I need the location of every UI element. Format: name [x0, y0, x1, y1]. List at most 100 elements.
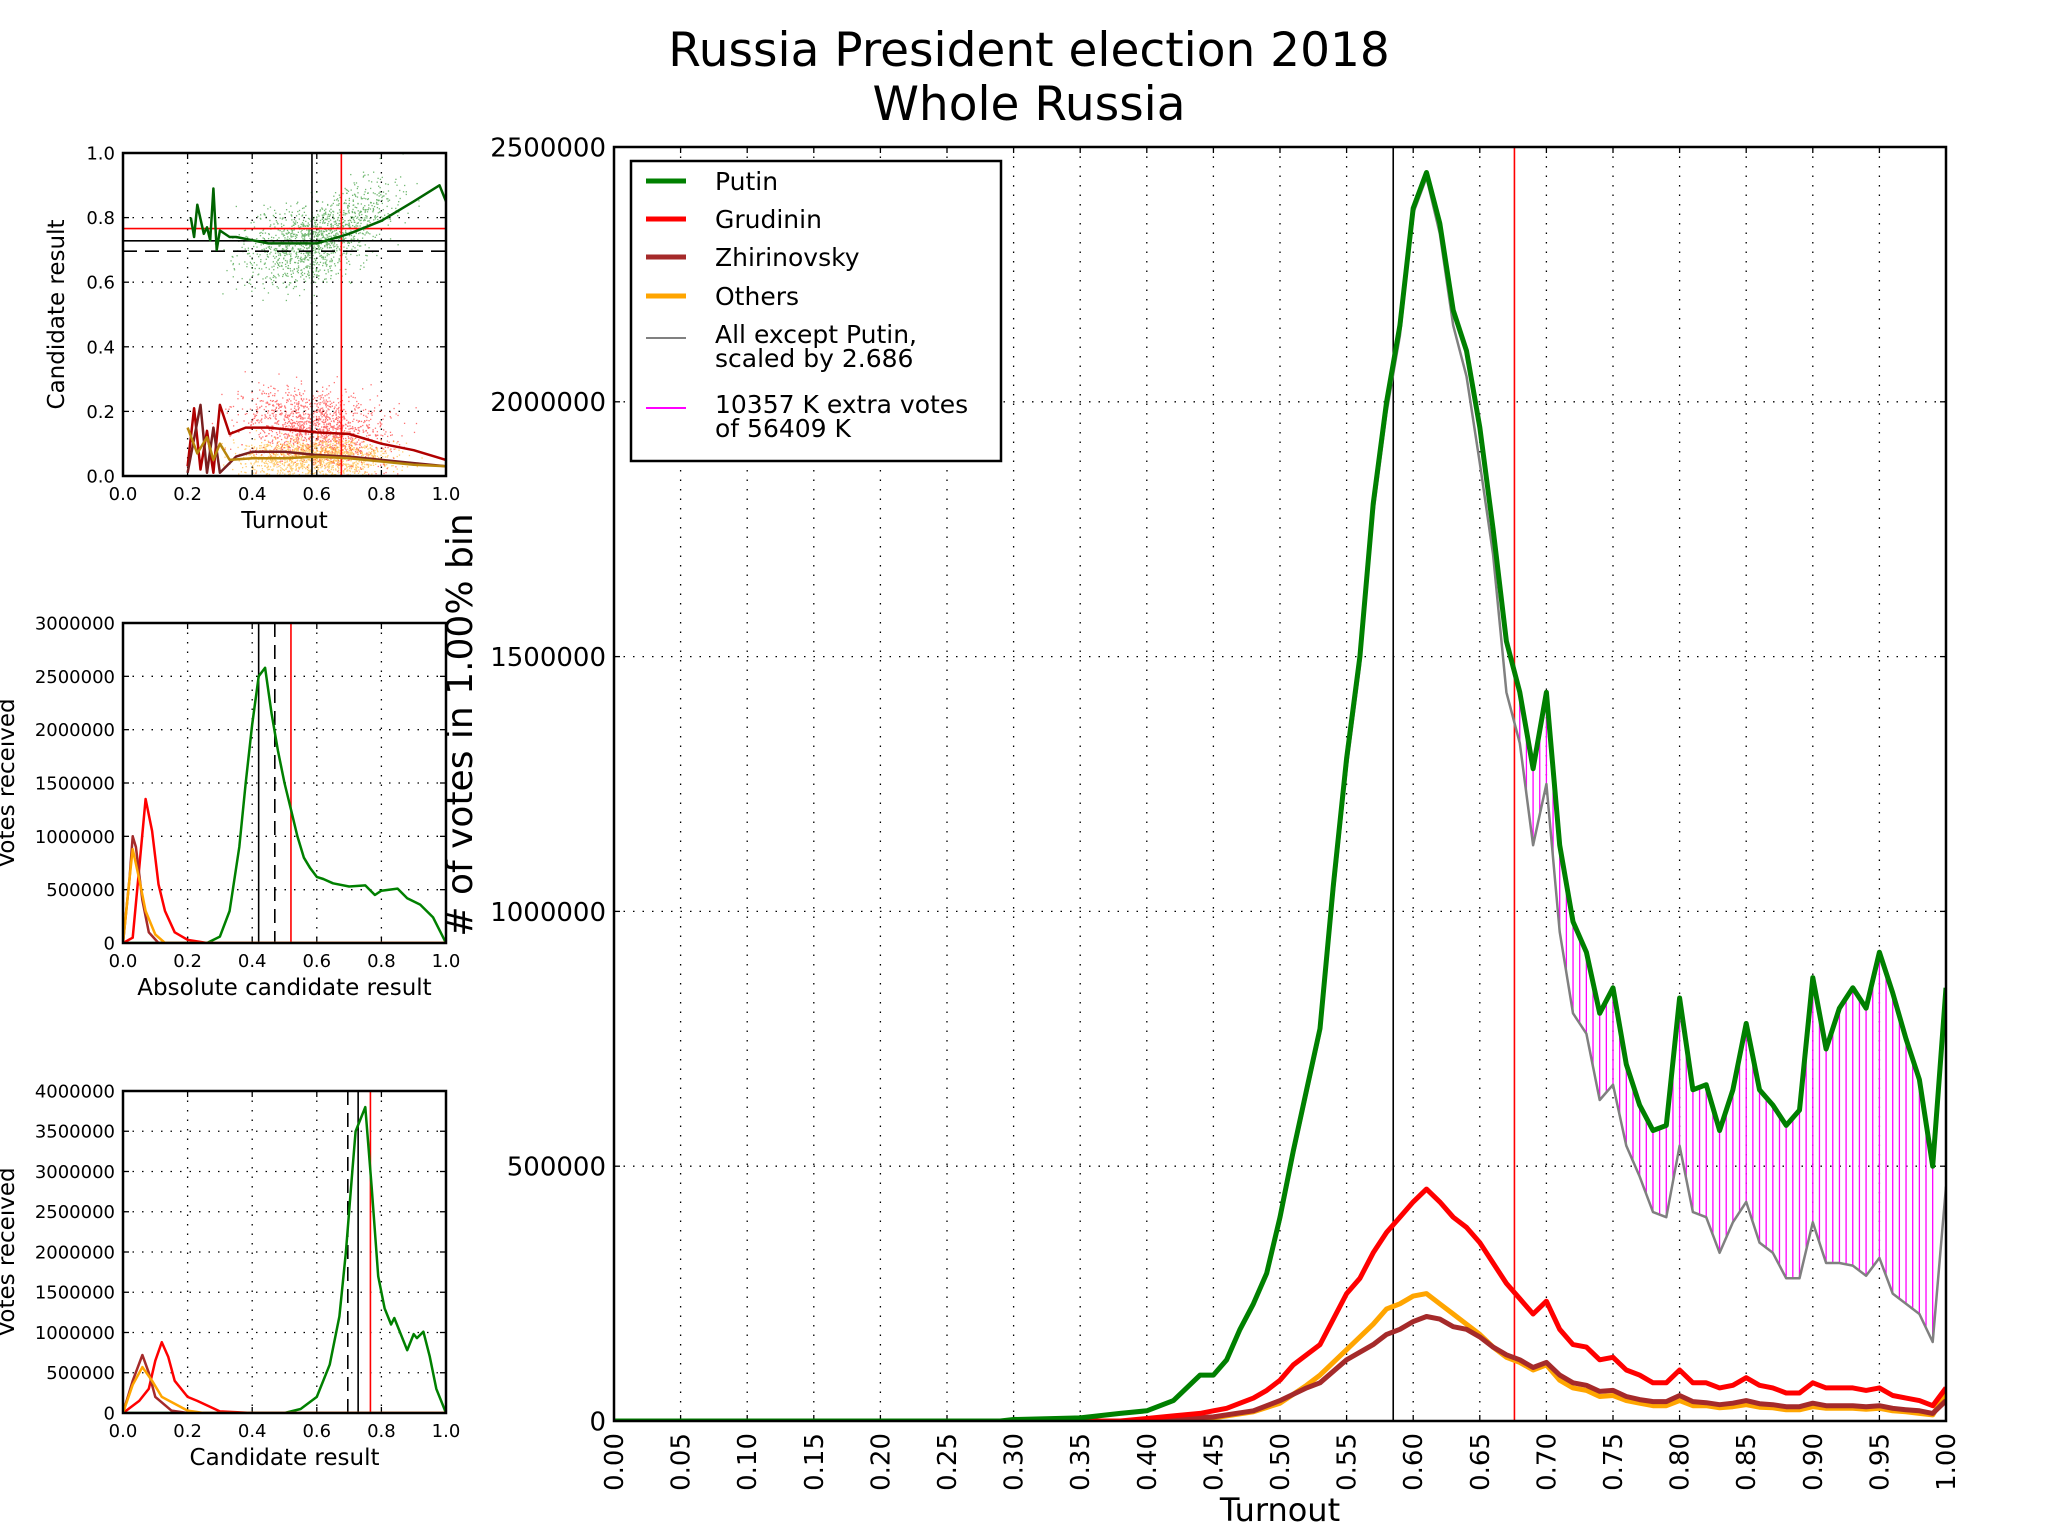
- scatter-point: [333, 234, 335, 237]
- scatter-point: [333, 462, 335, 464]
- scatter-point: [312, 457, 314, 460]
- scatter-point: [324, 421, 327, 423]
- scatter-point: [344, 202, 346, 204]
- scatter-point: [317, 460, 319, 463]
- scatter-point: [326, 217, 329, 219]
- x-tick-label: 1.0: [432, 484, 461, 505]
- scatter-point: [353, 468, 356, 471]
- scatter-point: [321, 429, 323, 431]
- scatter-point: [303, 211, 306, 214]
- scatter-point: [274, 454, 277, 456]
- scatter-point: [332, 211, 335, 213]
- scatter-point: [336, 376, 338, 378]
- scatter-point: [271, 456, 273, 458]
- scatter-point: [354, 472, 356, 474]
- scatter-point: [262, 299, 264, 302]
- scatter-point: [359, 225, 361, 227]
- scatter-point: [281, 218, 283, 220]
- scatter-point: [319, 419, 322, 421]
- scatter-point: [399, 189, 401, 192]
- scatter-point: [330, 468, 333, 471]
- scatter-point: [351, 211, 354, 214]
- scatter-point: [374, 452, 377, 454]
- scatter-point: [297, 454, 300, 456]
- scatter-point: [276, 423, 278, 425]
- scatter-point: [325, 458, 328, 461]
- scatter-point: [298, 260, 300, 262]
- scatter-point: [352, 433, 354, 435]
- scatter-point: [268, 395, 270, 398]
- scatter-point: [320, 402, 322, 404]
- scatter-point: [304, 433, 306, 435]
- scatter-point: [364, 463, 366, 466]
- scatter-point: [339, 462, 341, 465]
- scatter-point: [337, 459, 340, 461]
- scatter-point: [292, 395, 295, 397]
- scatter-point: [277, 405, 280, 407]
- scatter-point: [326, 253, 328, 255]
- scatter-point: [328, 466, 330, 468]
- scatter-point: [245, 448, 247, 450]
- scatter-point: [396, 184, 398, 186]
- scatter-point: [320, 459, 322, 461]
- scatter-point: [319, 409, 321, 412]
- scatter-point: [300, 417, 302, 419]
- scatter-point: [295, 465, 297, 467]
- scatter-point: [370, 448, 373, 450]
- scatter-point: [385, 452, 387, 454]
- scatter-point: [315, 221, 317, 223]
- scatter-point: [223, 249, 225, 251]
- y-tick-label: 1000000: [35, 827, 115, 848]
- scatter-point: [370, 202, 372, 204]
- scatter-point: [302, 428, 304, 430]
- scatter-point: [291, 455, 294, 458]
- scatter-point: [322, 258, 324, 260]
- scatter-point: [249, 279, 251, 281]
- scatter-point: [296, 460, 298, 462]
- scatter-point: [284, 237, 286, 239]
- scatter-point: [307, 469, 310, 472]
- scatter-point: [301, 435, 304, 438]
- scatter-point: [240, 463, 242, 465]
- scatter-point: [326, 435, 328, 438]
- scatter-point: [270, 246, 272, 248]
- scatter-point: [288, 473, 290, 476]
- scatter-point: [395, 413, 397, 415]
- scatter-point: [264, 448, 266, 451]
- scatter-point: [313, 236, 315, 238]
- scatter-point: [387, 198, 389, 200]
- scatter-point: [353, 182, 355, 184]
- scatter-point: [307, 232, 310, 234]
- scatter-point: [365, 445, 367, 448]
- scatter-point: [389, 220, 392, 222]
- scatter-point: [386, 467, 388, 470]
- scatter-point: [261, 418, 263, 420]
- scatter-point: [341, 427, 344, 429]
- scatter-point: [333, 425, 335, 427]
- series-line-others: [123, 847, 446, 943]
- scatter-point: [337, 469, 340, 471]
- scatter-point: [330, 440, 332, 443]
- x-tick-label: 0.90: [1799, 1433, 1829, 1491]
- scatter-point: [384, 446, 387, 449]
- scatter-point: [351, 452, 353, 454]
- scatter-point: [271, 409, 274, 411]
- scatter-point: [353, 438, 355, 440]
- scatter-point: [279, 432, 281, 434]
- scatter-point: [270, 445, 273, 448]
- scatter-point: [364, 420, 366, 423]
- scatter-point: [369, 453, 371, 456]
- scatter-point: [287, 435, 289, 437]
- scatter-point: [313, 444, 315, 446]
- scatter-point: [374, 479, 375, 480]
- scatter-point: [291, 470, 293, 472]
- scatter-point: [292, 229, 294, 231]
- y-tick-label: 2000000: [35, 720, 115, 741]
- scatter-point: [285, 413, 287, 415]
- scatter-point: [313, 239, 315, 241]
- scatter-point: [312, 413, 315, 415]
- scatter-point: [352, 236, 355, 238]
- scatter-point: [329, 403, 332, 406]
- scatter-point: [290, 400, 292, 402]
- scatter-point: [294, 245, 296, 247]
